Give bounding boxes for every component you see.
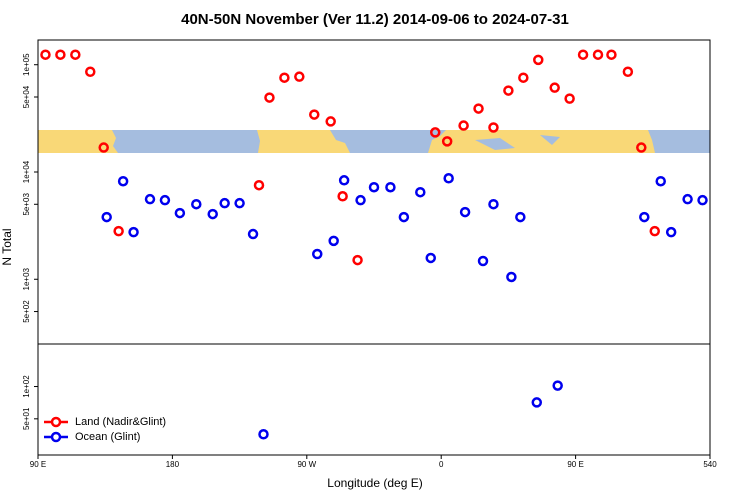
data-point: [98, 142, 109, 153]
plot-frame: [37, 39, 711, 456]
data-point: [441, 136, 453, 147]
y-tick-label: 5e+01: [22, 407, 31, 430]
data-point: [477, 255, 489, 267]
data-point: [117, 175, 129, 187]
legend-label: Ocean (Glint): [75, 431, 140, 443]
data-point: [247, 228, 259, 240]
data-point: [337, 191, 348, 202]
data-point: [473, 103, 484, 114]
y-tick-label: 5e+02: [22, 300, 31, 323]
data-point: [552, 380, 563, 391]
data-point: [279, 72, 290, 83]
legend-marker: [50, 416, 62, 428]
data-point: [429, 127, 441, 138]
data-point: [294, 71, 305, 82]
y-tick-label: 1e+05: [22, 53, 31, 76]
y-tick-label: 1e+04: [22, 160, 31, 183]
data-point: [606, 49, 617, 60]
data-point: [415, 186, 426, 198]
x-tick-label: 540: [703, 460, 717, 469]
land-eurasia: [428, 130, 655, 153]
inland-seas: [475, 135, 560, 150]
data-point: [264, 92, 275, 103]
data-point: [101, 211, 112, 223]
data-point: [234, 197, 245, 209]
x-tick-label: 90 E: [30, 460, 46, 469]
chart-title: 40N-50N November (Ver 11.2) 2014-09-06 t…: [181, 11, 569, 28]
map-strip: [38, 130, 710, 153]
y-tick-label: 5e+03: [22, 192, 31, 215]
data-point: [458, 120, 469, 131]
data-point: [592, 49, 604, 60]
data-point: [207, 208, 218, 220]
data-point: [636, 142, 647, 153]
data-point: [128, 226, 139, 238]
data-point: [549, 82, 560, 93]
data-point: [639, 211, 650, 223]
data-point: [385, 181, 396, 193]
land-asia: [38, 130, 118, 153]
data-point: [325, 116, 336, 127]
x-tick-label: 0: [439, 460, 444, 469]
data-point: [533, 54, 544, 66]
data-point: [518, 72, 529, 83]
data-point: [174, 207, 186, 219]
data-point: [85, 66, 96, 77]
data-point: [113, 225, 124, 237]
data-point: [70, 49, 81, 60]
data-point: [159, 194, 171, 206]
data-point: [488, 122, 499, 133]
data-point: [515, 211, 526, 223]
data-point: [459, 206, 471, 218]
y-axis-label: N Total: [0, 228, 14, 265]
data-point: [312, 248, 323, 260]
data-point: [253, 179, 265, 191]
data-point: [443, 173, 454, 184]
data-point: [682, 193, 693, 205]
data-point: [338, 175, 350, 186]
data-point: [665, 226, 677, 238]
data-point: [577, 49, 589, 60]
data-point: [503, 85, 514, 96]
data-point: [355, 194, 366, 206]
data-point: [191, 198, 202, 210]
x-tick-label: 90 E: [567, 460, 583, 469]
data-point: [506, 271, 517, 283]
y-tick-label: 5e+04: [22, 85, 31, 108]
data-point: [531, 397, 543, 408]
data-point: [55, 49, 66, 60]
data-point: [219, 197, 230, 209]
data-point: [655, 175, 666, 187]
legend-label: Land (Nadir&Glint): [75, 416, 166, 428]
data-point: [622, 66, 634, 77]
y-tick-label: 1e+02: [22, 375, 31, 398]
data-point: [40, 49, 51, 60]
data-point: [144, 193, 156, 205]
data-point: [398, 211, 410, 223]
data-point: [564, 93, 575, 104]
data-point: [697, 194, 708, 206]
data-point: [309, 109, 320, 120]
x-tick-label: 90 W: [297, 460, 316, 469]
data-point: [258, 429, 269, 440]
data-point: [328, 235, 339, 247]
data-point: [352, 254, 363, 266]
x-tick-label: 180: [166, 460, 180, 469]
data-point: [425, 252, 436, 264]
legend-marker: [50, 431, 62, 443]
data-point: [368, 181, 380, 193]
data-point: [488, 198, 499, 210]
data-point: [649, 225, 660, 237]
y-tick-label: 1e+03: [22, 267, 31, 290]
land-americas: [257, 130, 350, 153]
x-axis-label: Longitude (deg E): [327, 476, 422, 490]
